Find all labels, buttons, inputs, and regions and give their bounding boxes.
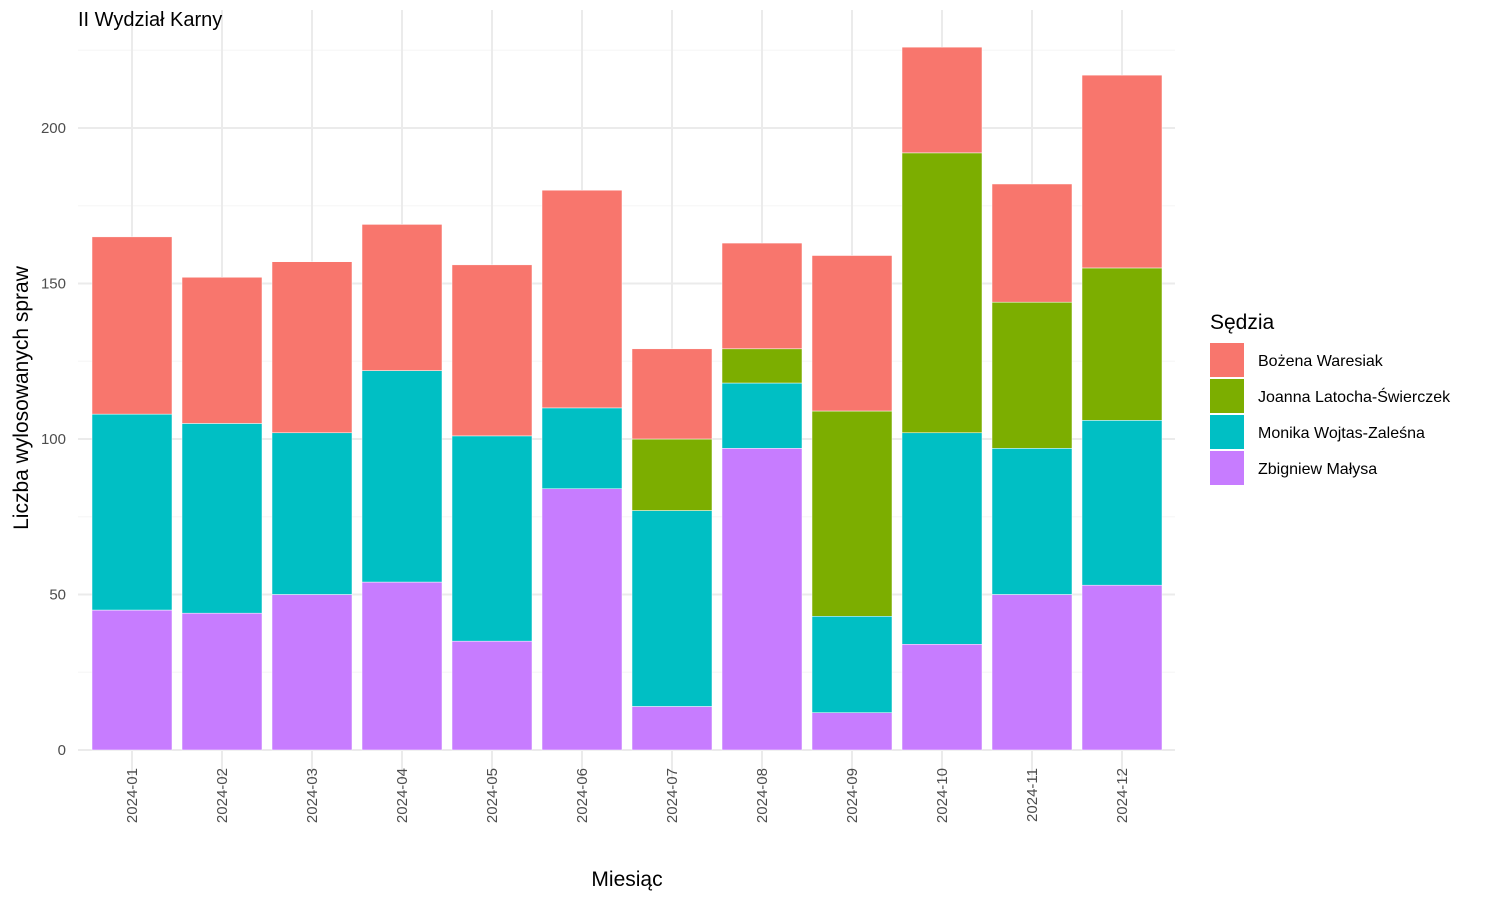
bar-segment bbox=[271, 261, 353, 434]
bar-segment bbox=[541, 407, 623, 490]
bar-segment bbox=[91, 413, 173, 611]
legend-title: Sędzia bbox=[1210, 311, 1275, 334]
bar-segment bbox=[631, 438, 713, 511]
x-tick-label: 2024-05 bbox=[484, 768, 501, 823]
bar-segment bbox=[91, 609, 173, 751]
x-axis-tick-labels: 2024-01 2024-02 2024-03 2024-04 2024-05 2024-… bbox=[124, 768, 1131, 823]
bars bbox=[91, 46, 1163, 751]
x-axis-title: Miesiąc bbox=[591, 868, 662, 891]
bar-segment bbox=[721, 382, 803, 449]
legend-label: Zbigniew Małysa bbox=[1258, 461, 1377, 478]
bar-segment bbox=[721, 242, 803, 350]
bar-segment bbox=[361, 370, 443, 583]
bar-segment bbox=[811, 616, 893, 713]
legend-swatch bbox=[1210, 415, 1244, 449]
bar-segment bbox=[91, 236, 173, 415]
bar-segment bbox=[901, 152, 983, 434]
bar-segment bbox=[721, 348, 803, 384]
y-axis-title: Liczba wylosowanych spraw bbox=[10, 265, 33, 530]
bar-segment bbox=[1081, 420, 1163, 586]
bar-segment bbox=[361, 224, 443, 371]
bar-segment bbox=[901, 432, 983, 645]
legend: Sędzia Bożena Waresiak Joanna Latocha-Świ… bbox=[1210, 311, 1451, 485]
bar-segment bbox=[181, 423, 263, 614]
y-tick-label: 0 bbox=[58, 742, 66, 759]
legend-label: Monika Wojtas-Zaleśna bbox=[1258, 425, 1425, 442]
bar-segment bbox=[1081, 584, 1163, 751]
x-tick-label: 2024-02 bbox=[214, 768, 231, 823]
legend-swatch bbox=[1210, 451, 1244, 485]
legend-swatch bbox=[1210, 379, 1244, 413]
legend-label: Bożena Waresiak bbox=[1258, 353, 1384, 370]
x-tick-label: 2024-06 bbox=[574, 768, 591, 823]
x-tick-label: 2024-12 bbox=[1114, 768, 1131, 823]
bar-segment bbox=[361, 581, 443, 751]
x-tick-label: 2024-04 bbox=[394, 768, 411, 823]
bar-segment bbox=[991, 448, 1073, 595]
chart-title: II Wydział Karny bbox=[78, 9, 222, 31]
legend-items: Bożena Waresiak Joanna Latocha-Świerczek M… bbox=[1210, 343, 1451, 485]
x-tick-label: 2024-08 bbox=[754, 768, 771, 823]
bar-segment bbox=[541, 488, 623, 751]
bar-segment bbox=[631, 510, 713, 707]
bar-segment bbox=[811, 255, 893, 412]
bar-segment bbox=[811, 712, 893, 751]
bar-segment bbox=[721, 448, 803, 751]
legend-label: Joanna Latocha-Świerczek bbox=[1258, 387, 1451, 406]
x-tick-label: 2024-01 bbox=[124, 768, 141, 823]
bar-segment bbox=[451, 435, 533, 642]
x-tick-label: 2024-03 bbox=[304, 768, 321, 823]
x-tick-label: 2024-07 bbox=[664, 768, 681, 823]
x-tick-label: 2024-09 bbox=[844, 768, 861, 823]
bar-segment bbox=[631, 706, 713, 751]
bar-segment bbox=[991, 594, 1073, 751]
bar-segment bbox=[901, 46, 983, 154]
bar-segment bbox=[181, 277, 263, 424]
bar-segment bbox=[631, 348, 713, 440]
bar-segment bbox=[1081, 267, 1163, 421]
bar-segment bbox=[271, 432, 353, 595]
x-tick-label: 2024-10 bbox=[934, 768, 951, 823]
bar-segment bbox=[541, 189, 623, 409]
bar-segment bbox=[451, 264, 533, 437]
y-axis-tick-labels: 0 50 100 150 200 bbox=[41, 120, 66, 759]
bar-segment bbox=[451, 640, 533, 751]
bar-segment bbox=[1081, 74, 1163, 269]
bar-segment bbox=[901, 644, 983, 751]
legend-swatch bbox=[1210, 343, 1244, 377]
y-tick-label: 100 bbox=[41, 431, 66, 448]
bar-segment bbox=[991, 301, 1073, 449]
bar-segment bbox=[811, 410, 893, 617]
y-tick-label: 150 bbox=[41, 276, 66, 293]
y-tick-label: 50 bbox=[49, 587, 66, 604]
bar-segment bbox=[181, 612, 263, 751]
bar-segment bbox=[991, 183, 1073, 303]
bar-segment bbox=[271, 594, 353, 751]
y-tick-label: 200 bbox=[41, 120, 66, 137]
x-tick-label: 2024-11 bbox=[1024, 768, 1041, 822]
